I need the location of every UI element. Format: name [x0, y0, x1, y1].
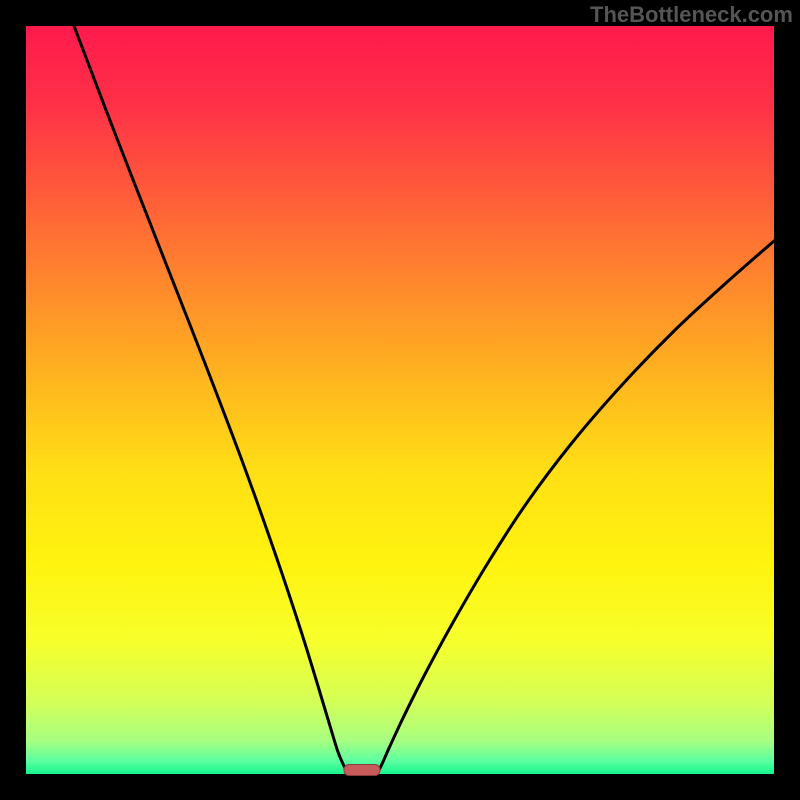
watermark-text: TheBottleneck.com — [590, 2, 793, 28]
chart-svg — [0, 0, 800, 800]
gradient-background — [26, 26, 774, 774]
valley-marker — [344, 765, 380, 776]
